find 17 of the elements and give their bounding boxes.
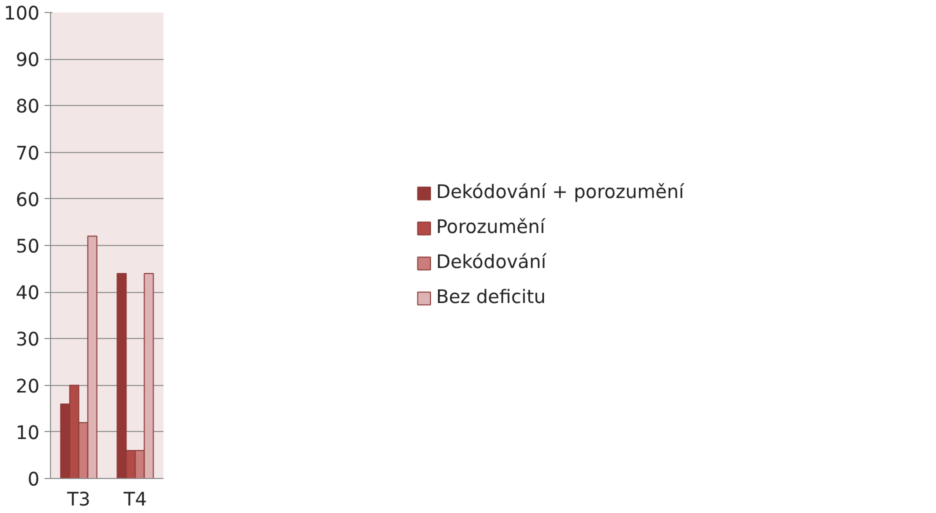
y-tick-label: 50 [16,236,40,258]
y-tick-label: 80 [16,96,40,118]
legend-label: Dekódování + porozumění [436,182,684,203]
legend-label: Porozumění [436,217,546,238]
x-tick-label: T4 [122,490,147,510]
x-tick-label: T3 [66,490,90,510]
legend-label: Dekódování [436,252,546,273]
y-tick-label: 60 [16,190,40,211]
y-tick-label: 20 [16,376,40,398]
y-tick-label: 40 [16,283,40,304]
y-tick-label: 70 [16,143,40,164]
y-tick-label: 0 [28,470,40,490]
y-tick-label: 30 [16,330,40,351]
legend-label: Bez deficitu [436,287,546,308]
y-tick-label: 100 [4,4,40,24]
y-tick-label: 90 [16,50,40,72]
y-tick-label: 10 [16,422,40,444]
